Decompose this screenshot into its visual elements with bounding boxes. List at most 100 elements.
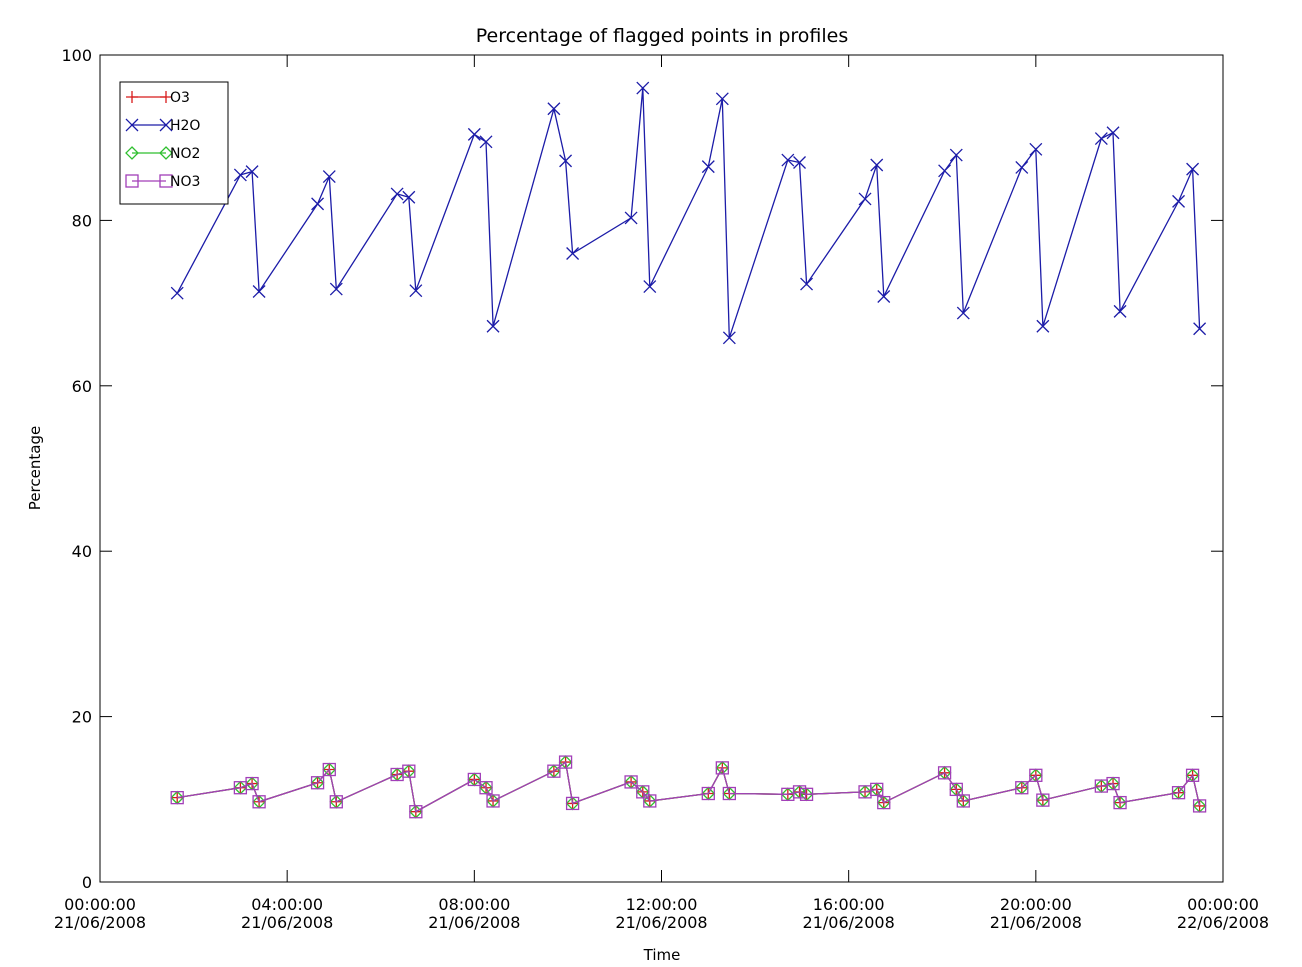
legend-marker-no2 bbox=[125, 146, 139, 160]
data-point-h2o bbox=[1193, 322, 1207, 336]
data-point-h2o bbox=[233, 168, 247, 182]
x-tick-label-time: 12:00:00 bbox=[626, 895, 698, 914]
data-point-no3 bbox=[409, 805, 423, 819]
y-tick-label: 60 bbox=[72, 377, 92, 396]
data-point-no3 bbox=[565, 796, 580, 811]
data-point-h2o bbox=[636, 81, 650, 95]
data-point-no3 bbox=[329, 795, 343, 809]
x-tick-label-time: 04:00:00 bbox=[251, 895, 323, 914]
series-h2o bbox=[170, 81, 1207, 345]
legend-item-no2: NO2 bbox=[125, 146, 200, 162]
data-point-h2o bbox=[715, 92, 729, 106]
data-point-h2o bbox=[1094, 132, 1108, 145]
legend-label-no3: NO3 bbox=[170, 174, 200, 190]
data-point-no3 bbox=[322, 762, 336, 777]
legend-marker-no3 bbox=[125, 174, 139, 188]
data-point-h2o bbox=[1015, 161, 1029, 174]
data-point-o3 bbox=[1193, 799, 1206, 812]
data-point-no3 bbox=[949, 782, 963, 797]
data-point-h2o bbox=[1113, 304, 1127, 318]
series-no3 bbox=[170, 755, 1207, 819]
x-tick-label-time: 08:00:00 bbox=[438, 895, 510, 914]
data-point-no3 bbox=[1036, 793, 1050, 807]
data-point-no3 bbox=[310, 776, 325, 790]
legend-item-no3: NO3 bbox=[125, 174, 200, 190]
legend-marker-h2o bbox=[159, 118, 173, 132]
y-tick-label: 0 bbox=[82, 873, 92, 892]
axes: 02040608010000:00:0021/06/200804:00:0021… bbox=[54, 46, 1269, 932]
data-point-no3 bbox=[715, 761, 729, 775]
x-tick-label-date: 21/06/2008 bbox=[615, 913, 707, 932]
y-tick-label: 20 bbox=[72, 708, 92, 727]
x-tick-label-date: 21/06/2008 bbox=[990, 913, 1082, 932]
data-point-h2o bbox=[1186, 162, 1200, 176]
data-point-no3 bbox=[643, 794, 657, 808]
data-point-h2o bbox=[858, 192, 872, 206]
x-tick-label-time: 16:00:00 bbox=[813, 895, 885, 914]
data-point-h2o bbox=[252, 285, 266, 298]
data-point-h2o bbox=[1029, 142, 1043, 156]
legend-label-no2: NO2 bbox=[170, 146, 200, 162]
data-point-h2o bbox=[624, 211, 638, 225]
data-point-h2o bbox=[486, 319, 500, 333]
legend-marker-o3 bbox=[126, 91, 138, 103]
y-tick-label: 40 bbox=[72, 542, 92, 561]
x-tick-label-time: 00:00:00 bbox=[1187, 895, 1259, 914]
x-axis-label: Time bbox=[643, 946, 681, 964]
y-axis-label: Percentage bbox=[26, 426, 44, 510]
data-point-no3 bbox=[170, 790, 184, 805]
data-point-h2o bbox=[566, 247, 580, 260]
data-point-no3 bbox=[1106, 776, 1120, 791]
data-point-h2o bbox=[1036, 319, 1050, 333]
data-point-no3 bbox=[486, 794, 500, 808]
data-point-no3 bbox=[701, 786, 715, 801]
y-tick-label: 100 bbox=[61, 46, 92, 65]
series-line-no3 bbox=[177, 760, 1201, 813]
x-tick-label-date: 21/06/2008 bbox=[54, 913, 146, 932]
data-point-h2o bbox=[643, 280, 657, 294]
data-point-no3 bbox=[937, 766, 952, 780]
legend-marker-o3 bbox=[160, 91, 172, 103]
data-point-no3 bbox=[722, 786, 736, 801]
data-point-no3 bbox=[1113, 795, 1127, 810]
data-point-h2o bbox=[1172, 194, 1186, 208]
data-point-no3 bbox=[1029, 768, 1043, 782]
data-point-h2o bbox=[245, 165, 259, 179]
data-point-h2o bbox=[170, 286, 184, 300]
data-point-h2o bbox=[949, 148, 963, 162]
data-point-h2o bbox=[322, 170, 336, 184]
data-point-h2o bbox=[781, 153, 795, 167]
legend-marker-no3 bbox=[159, 174, 173, 188]
legend-label-o3: O3 bbox=[170, 90, 190, 106]
data-point-no3 bbox=[1015, 781, 1029, 795]
data-point-no3 bbox=[245, 776, 259, 791]
data-point-h2o bbox=[559, 154, 573, 168]
data-point-no3 bbox=[1192, 799, 1207, 813]
data-point-h2o bbox=[409, 284, 423, 298]
data-point-h2o bbox=[722, 331, 736, 345]
x-tick-label-date: 21/06/2008 bbox=[241, 913, 333, 932]
data-point-h2o bbox=[800, 277, 814, 291]
data-point-h2o bbox=[390, 187, 404, 201]
data-point-no3 bbox=[877, 795, 891, 810]
data-point-no3 bbox=[402, 764, 416, 778]
legend-item-o3: O3 bbox=[126, 90, 190, 106]
legend: O3 H2O NO2 NO3 bbox=[119, 81, 229, 205]
data-point-no3 bbox=[792, 785, 807, 799]
x-tick-label-time: 00:00:00 bbox=[64, 895, 136, 914]
x-tick-label-date: 21/06/2008 bbox=[803, 913, 895, 932]
legend-marker-h2o bbox=[125, 118, 139, 132]
data-point-h2o bbox=[956, 306, 970, 320]
data-point-no3 bbox=[636, 785, 650, 799]
data-point-h2o bbox=[701, 160, 715, 174]
data-point-h2o bbox=[467, 127, 481, 141]
legend-marker-no2 bbox=[159, 146, 173, 160]
data-point-no3 bbox=[467, 772, 481, 787]
legend-item-h2o: H2O bbox=[125, 118, 200, 134]
data-point-no3 bbox=[956, 794, 970, 808]
data-point-h2o bbox=[402, 190, 416, 204]
data-point-h2o bbox=[547, 102, 561, 116]
data-point-no3 bbox=[547, 764, 561, 778]
data-point-no3 bbox=[252, 795, 266, 809]
